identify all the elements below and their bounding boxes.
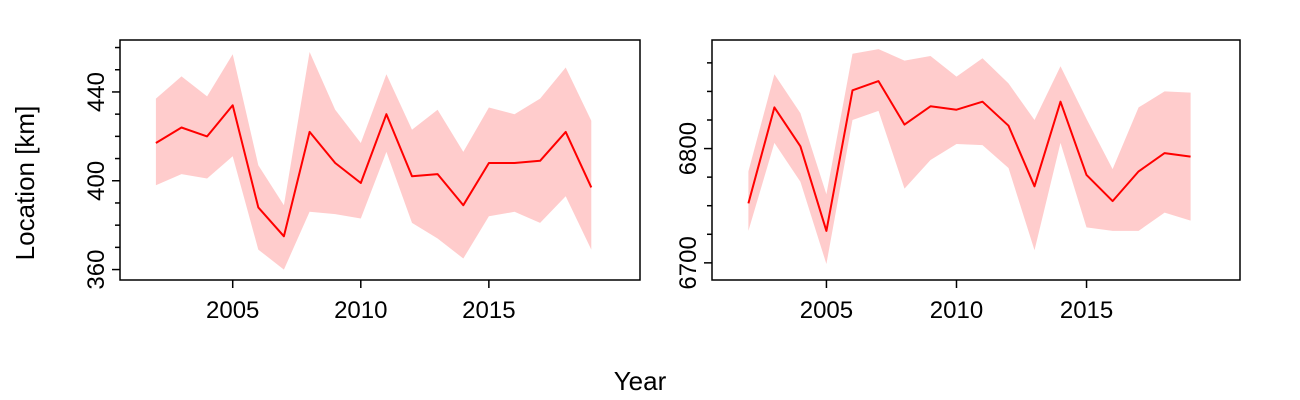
series-line <box>155 104 593 238</box>
panel-2: 2005 2010 2015 6700 6800 <box>675 39 1241 324</box>
y-tick-label: 6700 <box>675 236 702 289</box>
x-tick-label: 2005 <box>800 297 853 324</box>
y-tick-label: 6800 <box>675 122 702 175</box>
x-tick-label: 2010 <box>334 297 387 324</box>
plot-frame <box>119 39 641 281</box>
x-tick-label: 2010 <box>930 297 983 324</box>
y-tick-label: 360 <box>83 250 110 290</box>
y-axis-title: Location [km] <box>10 106 40 261</box>
plot-frame <box>711 39 1241 281</box>
x-axis-title: Year <box>614 366 667 396</box>
x-tick-label: 2005 <box>206 297 259 324</box>
confidence-band <box>748 49 1191 264</box>
series-line <box>747 80 1191 232</box>
y-tick-label: 440 <box>83 72 110 112</box>
y-tick-label: 400 <box>83 161 110 201</box>
panel-1: 2005 2010 2015 360 400 440 <box>83 39 641 324</box>
x-tick-label: 2015 <box>1060 297 1113 324</box>
confidence-band <box>155 52 592 270</box>
x-tick-label: 2015 <box>462 297 515 324</box>
